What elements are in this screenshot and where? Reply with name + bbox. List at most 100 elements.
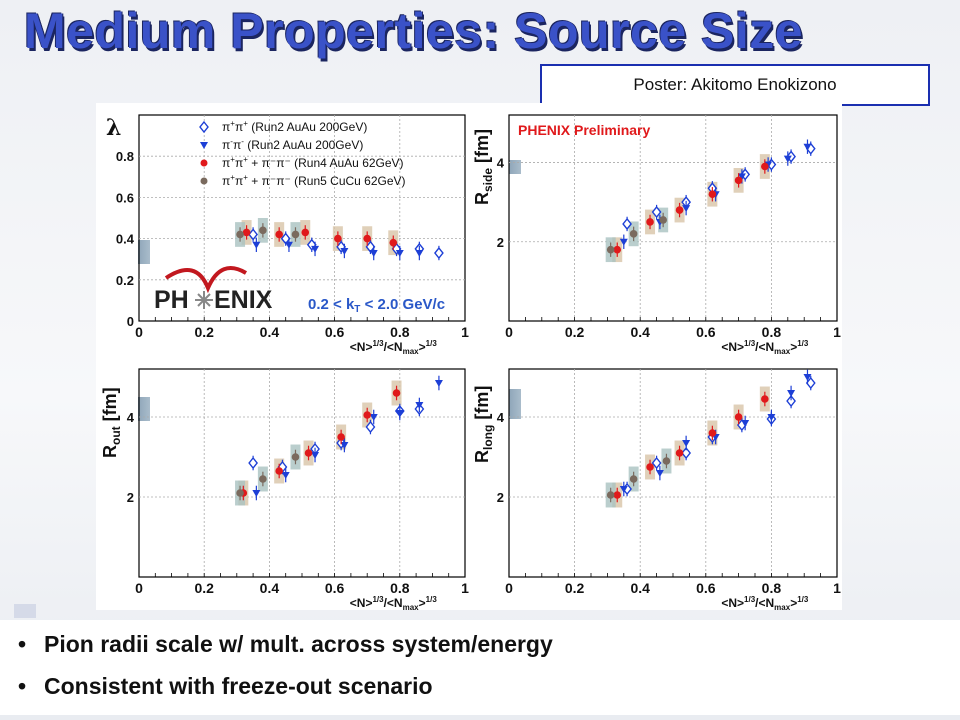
y-tick-label: 4 <box>127 410 135 425</box>
y-tick-label: 4 <box>497 156 505 171</box>
x-tick-label: 0.2 <box>194 324 214 340</box>
bullet-text: Consistent with freeze-out scenario <box>44 673 433 699</box>
x-tick-label: 1 <box>461 580 469 596</box>
data-point-red-circle <box>675 206 684 214</box>
x-tick-label: 0.4 <box>630 580 650 596</box>
data-point-triangle-down <box>369 250 378 258</box>
data-point-gray-circle <box>606 491 615 499</box>
data-point-gray-circle <box>259 475 267 483</box>
x-tick-label: 0.8 <box>762 324 782 340</box>
data-point-red-circle <box>363 411 372 419</box>
data-point-triangle-down <box>340 247 349 255</box>
legend-marker-open-diamond <box>199 120 209 134</box>
data-point-triangle-down <box>252 490 261 497</box>
data-point-red-circle <box>734 176 743 185</box>
data-point-triangle-down <box>434 380 443 387</box>
data-point-triangle-down <box>787 390 796 397</box>
axis-marker-box <box>509 389 521 419</box>
data-point-red-circle <box>761 395 769 403</box>
ylabel-rlong: Rlong [fm] <box>472 386 495 463</box>
logo-star-icon <box>195 291 213 309</box>
data-point-triangle-down <box>395 410 404 417</box>
data-point-red-circle <box>392 389 401 397</box>
plot-frame <box>508 114 838 322</box>
x-tick-label: 0 <box>505 580 513 596</box>
data-point-gray-circle <box>629 230 638 238</box>
x-tick-label: 0.2 <box>565 580 585 596</box>
y-tick-label: 0.4 <box>116 232 135 247</box>
y-tick-label: 2 <box>497 490 504 505</box>
x-tick-label: 0.8 <box>390 580 410 596</box>
data-point-red-circle <box>613 245 622 254</box>
axis-marker-box <box>509 160 521 174</box>
legend-marker-circle <box>200 177 208 185</box>
preliminary-label: PHENIX Preliminary <box>518 122 650 138</box>
bullet-item: • Pion radii scale w/ mult. across system… <box>18 631 553 657</box>
x-tick-label: 0.2 <box>565 324 585 340</box>
data-point-gray-circle <box>659 216 667 224</box>
data-point-triangle-down <box>783 155 792 163</box>
data-point-triangle-down <box>682 205 691 213</box>
data-point-open-diamond <box>786 394 796 408</box>
x-tick-label: 0.8 <box>762 580 782 596</box>
data-point-open-diamond <box>365 420 376 434</box>
y-tick-label: 2 <box>497 235 504 250</box>
y-tick-label: 0.2 <box>116 273 134 288</box>
x-tick-label: 0.6 <box>696 580 716 596</box>
x-tick-label: 0 <box>135 324 143 340</box>
data-point-open-diamond <box>681 446 692 460</box>
data-point-open-diamond <box>434 246 444 260</box>
x-tick-label: 0 <box>135 580 143 596</box>
x-axis-label: <N>1/3/<Nmax>1/3 <box>350 595 438 610</box>
x-tick-label: 1 <box>833 324 841 340</box>
x-tick-label: 0.6 <box>325 580 345 596</box>
x-tick-label: 1 <box>461 324 469 340</box>
data-point-red-circle <box>389 238 398 247</box>
data-point-triangle-down <box>737 173 746 181</box>
plot-rlong: 0 0.2 0.4 0.6 0.8 1 2 4 <N>1/3/<Nmax>1/3 <box>497 368 841 612</box>
data-point-triangle-down <box>311 245 320 253</box>
data-point-gray-circle <box>629 475 638 483</box>
data-point-triangle-down <box>415 250 424 258</box>
plot-frame <box>138 368 466 578</box>
data-point-gray-circle <box>259 226 267 235</box>
x-tick-label: 0.6 <box>696 324 716 340</box>
data-point-red-circle <box>337 433 345 441</box>
legend-entry: π+π+ + π⁻π⁻ (Run4 AuAu 62GeV) <box>222 155 404 170</box>
x-tick-label: 0.4 <box>630 324 650 340</box>
legend-entry: π+π+ + π⁻π⁻ (Run5 CuCu 62GeV) <box>222 173 406 188</box>
data-point-open-diamond <box>651 456 662 470</box>
data-point-triangle-down <box>619 238 628 246</box>
data-point-open-diamond <box>248 456 258 470</box>
data-point-triangle-down <box>340 442 349 449</box>
data-point-triangle-down <box>369 414 378 421</box>
logo-swoosh <box>164 266 248 294</box>
kt-range-label: 0.2 < kT < 2.0 GeV/c <box>308 296 445 315</box>
data-point-open-diamond <box>622 217 632 231</box>
slide-title: Medium Properties: Source Size <box>24 3 804 59</box>
figure-panel: λ Rside [fm] Rout [fm] Rlong [fm] 0 0.2 0.… <box>96 103 842 612</box>
x-axis-label: <N>1/3/<Nmax>1/3 <box>721 595 809 610</box>
data-point-red-circle <box>275 467 283 475</box>
data-point-triangle-down <box>311 452 320 459</box>
bullet-list: • Pion radii scale w/ mult. across system… <box>0 620 960 715</box>
x-tick-label: 0.4 <box>260 324 280 340</box>
data-point-triangle-down <box>803 143 812 151</box>
axis-marker-box <box>138 240 150 264</box>
data-point-red-circle <box>734 413 743 421</box>
data-point-triangle-down <box>252 241 261 249</box>
data-point-red-circle <box>334 234 342 243</box>
bullet-item: • Consistent with freeze-out scenario <box>18 673 433 699</box>
plot-lambda: 0 0.2 0.4 0.6 0.8 100.20.40.60.8<N>1/3/<Nmax>… <box>116 114 469 356</box>
data-point-gray-circle <box>291 230 300 239</box>
data-point-red-circle <box>646 463 654 471</box>
x-tick-label: 1 <box>833 580 841 596</box>
data-point-gray-circle <box>662 457 671 465</box>
data-point-red-circle <box>708 190 717 199</box>
y-tick-label: 2 <box>127 490 134 505</box>
data-point-gray-circle <box>236 230 244 239</box>
logo-text-right: ENIX <box>214 286 273 314</box>
ylabel-rout: Rout [fm] <box>100 387 123 458</box>
axis-marker-box <box>138 397 150 421</box>
data-point-triangle-down <box>619 486 628 493</box>
